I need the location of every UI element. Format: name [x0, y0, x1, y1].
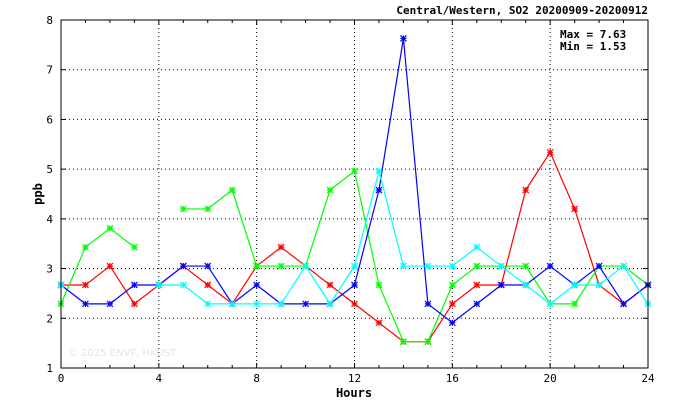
- series-1: [57, 148, 652, 346]
- data-point-marker: [179, 281, 187, 289]
- data-point-marker: [228, 300, 236, 308]
- x-tick-label: 0: [58, 372, 65, 385]
- data-point-marker: [106, 262, 114, 270]
- data-point-marker: [546, 262, 554, 270]
- data-point-marker: [277, 300, 285, 308]
- data-point-marker: [546, 148, 554, 156]
- x-axis-label: Hours: [336, 386, 372, 400]
- data-point-marker: [448, 300, 456, 308]
- y-tick-label: 5: [46, 163, 53, 176]
- data-point-marker: [82, 300, 89, 308]
- data-point-marker: [326, 300, 334, 308]
- data-point-marker: [204, 262, 212, 270]
- data-point-marker: [302, 262, 310, 270]
- data-point-marker: [106, 224, 114, 232]
- data-point-marker: [130, 300, 138, 308]
- data-point-marker: [179, 262, 187, 270]
- data-point-marker: [620, 262, 627, 270]
- data-point-marker: [522, 281, 530, 289]
- data-point-marker: [253, 262, 261, 270]
- data-point-marker: [448, 262, 456, 270]
- x-tick-label: 4: [156, 372, 163, 385]
- y-tick-label: 2: [46, 312, 53, 325]
- data-point-marker: [106, 300, 114, 308]
- y-tick-label: 6: [46, 113, 53, 126]
- data-point-marker: [522, 186, 530, 194]
- y-tick-label: 4: [46, 213, 53, 226]
- data-point-marker: [375, 167, 383, 175]
- x-tick-label: 8: [253, 372, 260, 385]
- data-point-marker: [130, 281, 138, 289]
- data-point-marker: [228, 186, 236, 194]
- data-point-marker: [448, 281, 456, 289]
- x-tick-label: 20: [544, 372, 557, 385]
- y-tick-label: 8: [46, 14, 53, 27]
- x-tick-label: 16: [446, 372, 459, 385]
- data-point-marker: [375, 319, 383, 327]
- data-point-marker: [375, 281, 383, 289]
- data-point-marker: [253, 300, 261, 308]
- data-point-marker: [448, 319, 456, 327]
- y-tick-label: 7: [46, 64, 53, 77]
- data-point-marker: [351, 167, 358, 175]
- data-point-marker: [351, 262, 358, 270]
- data-point-marker: [277, 262, 285, 270]
- data-point-marker: [571, 205, 579, 213]
- data-point-marker: [473, 281, 481, 289]
- series-line: [60, 227, 135, 305]
- data-point-marker: [302, 300, 310, 308]
- series-group: [57, 34, 652, 346]
- data-point-marker: [497, 262, 505, 270]
- min-label: Min = 1.53: [560, 40, 626, 53]
- data-point-marker: [277, 243, 285, 251]
- data-point-marker: [326, 281, 334, 289]
- data-point-marker: [399, 338, 407, 346]
- series-line: [183, 170, 649, 343]
- data-point-marker: [571, 300, 579, 308]
- y-tick-label: 1: [46, 362, 53, 375]
- data-point-marker: [424, 262, 432, 270]
- data-point-marker: [473, 243, 481, 251]
- data-point-marker: [253, 281, 261, 289]
- data-point-marker: [130, 243, 138, 251]
- data-point-marker: [204, 205, 212, 213]
- data-point-marker: [497, 281, 505, 289]
- data-point-marker: [399, 34, 407, 42]
- data-point-marker: [424, 300, 432, 308]
- data-point-marker: [399, 262, 407, 270]
- max-label: Max = 7.63: [560, 28, 626, 41]
- data-point-marker: [82, 281, 89, 289]
- data-point-marker: [375, 186, 383, 194]
- y-tick-label: 3: [46, 263, 53, 276]
- data-point-marker: [351, 281, 358, 289]
- data-point-marker: [155, 281, 163, 289]
- chart-title: Central/Western, SO2 20200909-20200912: [396, 4, 648, 17]
- data-point-marker: [326, 186, 334, 194]
- data-point-marker: [595, 262, 603, 270]
- data-point-marker: [204, 281, 212, 289]
- grid: [61, 20, 648, 368]
- data-point-marker: [620, 300, 627, 308]
- y-axis-label: ppb: [31, 183, 45, 205]
- watermark-text: © 2025 ENVF, HKUST: [68, 348, 177, 359]
- x-tick-label: 12: [348, 372, 361, 385]
- data-point-marker: [82, 243, 89, 251]
- data-point-marker: [473, 300, 481, 308]
- data-point-marker: [546, 300, 554, 308]
- x-tick-label: 24: [641, 372, 655, 385]
- data-point-marker: [522, 262, 530, 270]
- data-point-marker: [179, 205, 187, 213]
- data-point-marker: [204, 300, 212, 308]
- data-point-marker: [424, 338, 432, 346]
- data-point-marker: [595, 281, 603, 289]
- data-point-marker: [571, 281, 579, 289]
- data-point-marker: [473, 262, 481, 270]
- data-point-marker: [351, 300, 358, 308]
